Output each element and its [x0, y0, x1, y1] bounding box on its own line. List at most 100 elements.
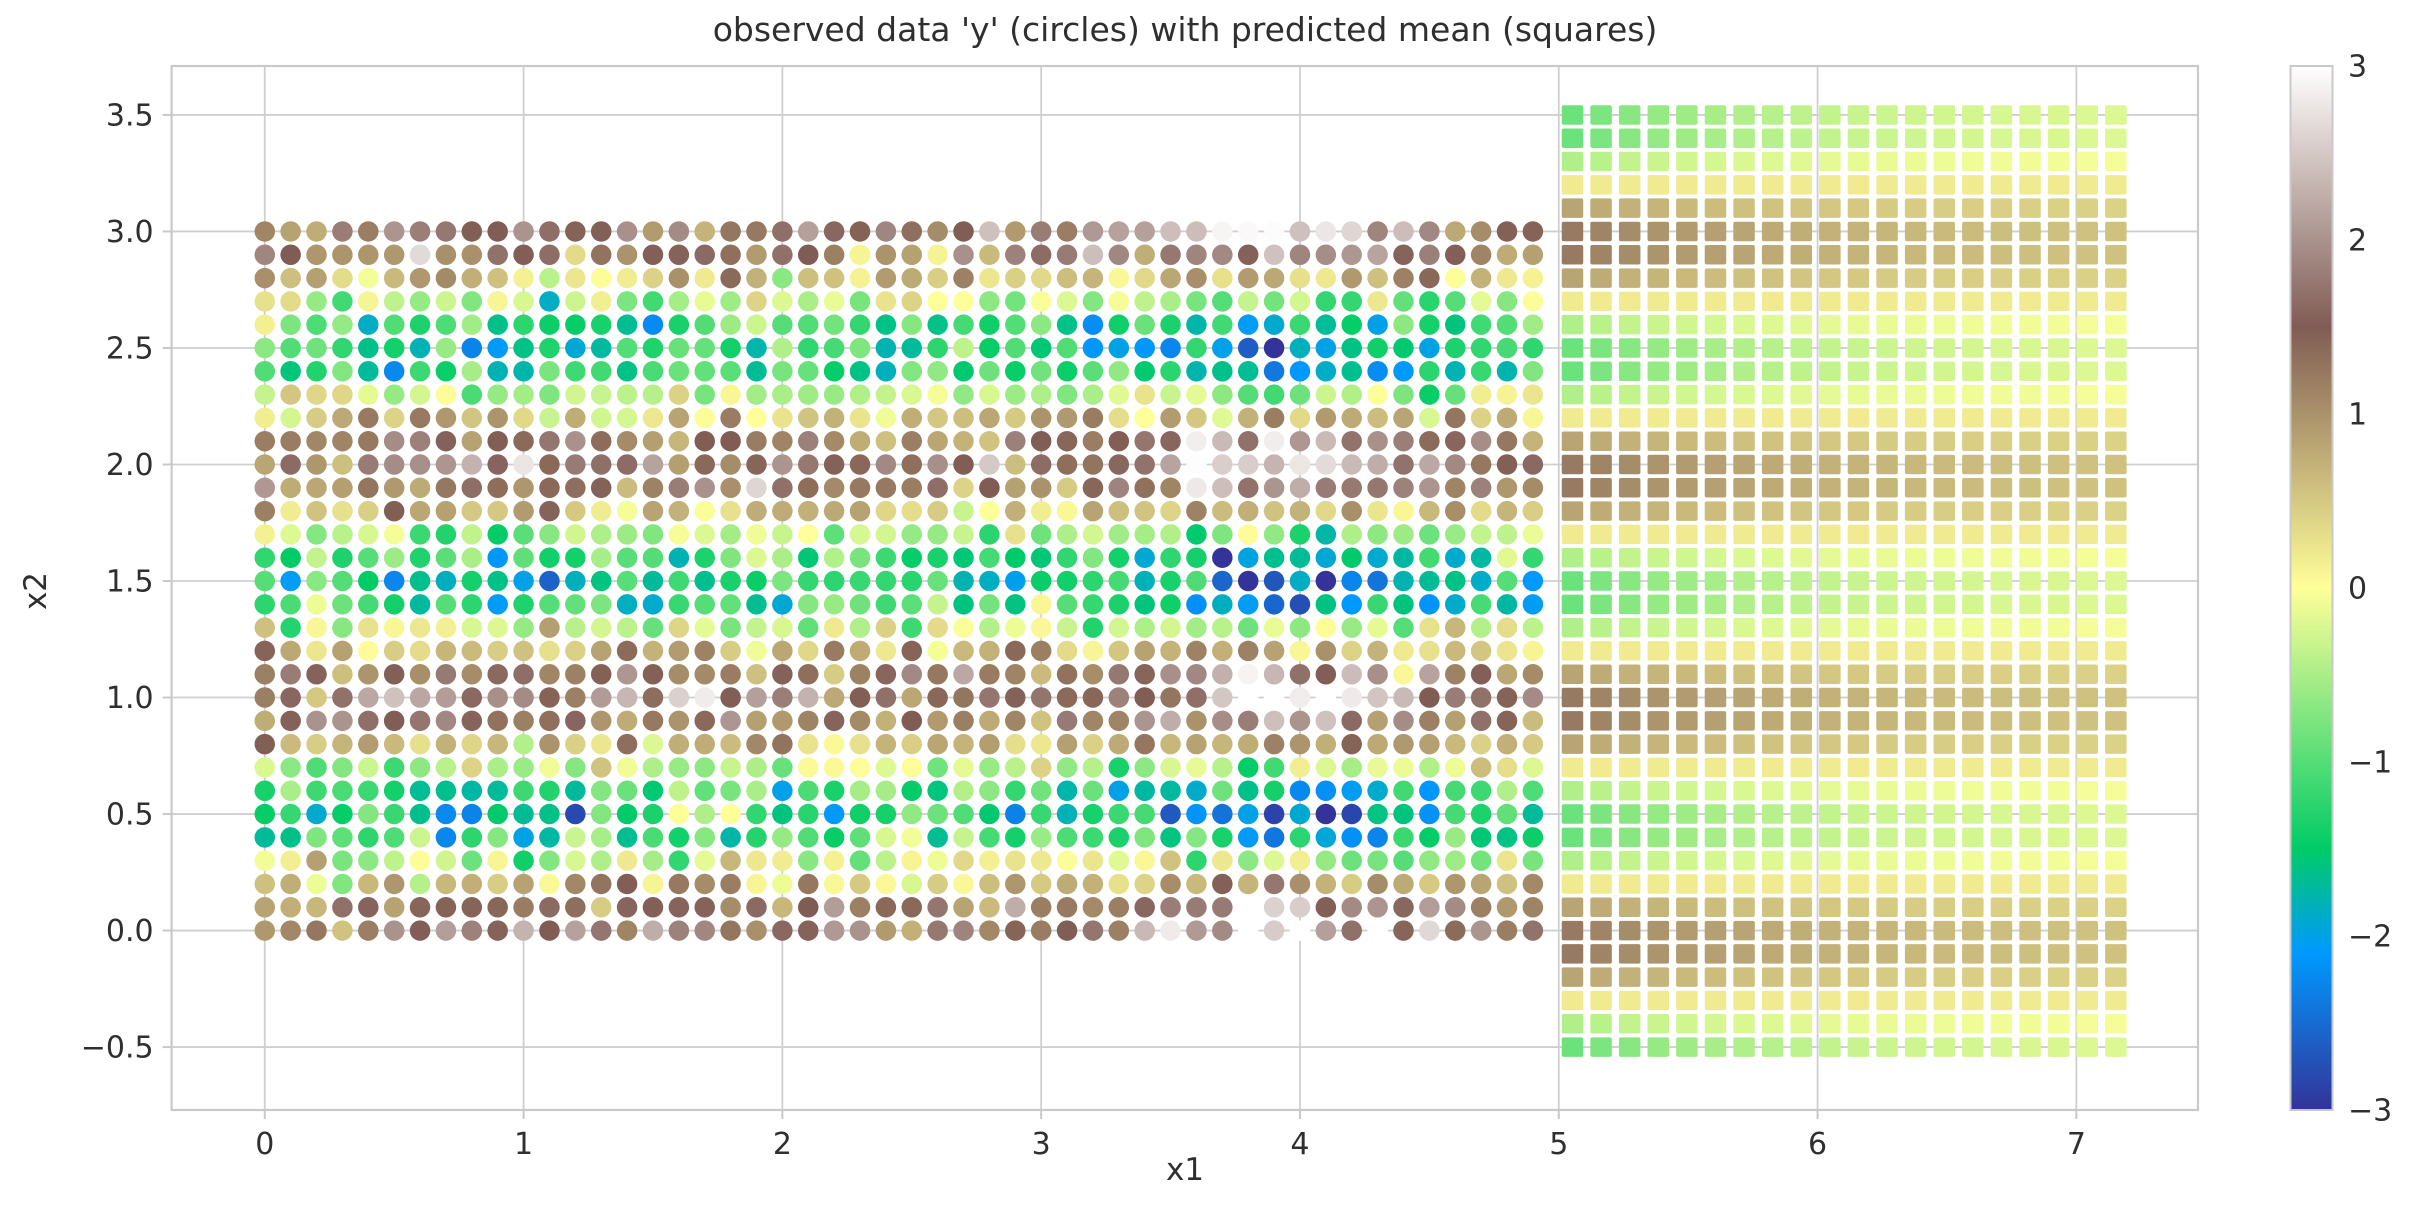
data-point [2076, 151, 2098, 172]
data-point [1676, 547, 1698, 568]
data-point [1790, 151, 1813, 172]
data-point [1647, 897, 1670, 918]
data-point [927, 827, 948, 848]
data-point [565, 617, 586, 638]
data-point [1419, 873, 1440, 895]
data-point [1289, 500, 1311, 522]
data-point [1393, 873, 1414, 895]
data-point [1134, 267, 1155, 289]
data-point [1315, 617, 1337, 638]
data-point [1160, 687, 1181, 708]
data-point [383, 570, 405, 592]
data-point [280, 733, 301, 755]
data-point [280, 570, 301, 592]
data-point [849, 570, 871, 592]
data-point [1237, 477, 1259, 499]
data-point [1315, 500, 1337, 522]
data-point [746, 803, 767, 825]
data-point [487, 477, 508, 499]
data-point [513, 803, 534, 825]
data-point [1647, 571, 1670, 591]
data-point [2019, 454, 2041, 475]
data-point [409, 873, 431, 895]
data-point [1790, 221, 1813, 242]
data-point [1733, 967, 1755, 987]
data-point [1618, 920, 1641, 941]
data-point [280, 547, 301, 568]
data-point [435, 221, 457, 242]
data-point [306, 267, 327, 289]
data-point [1393, 244, 1414, 266]
data-point [1315, 780, 1337, 801]
data-point [1160, 314, 1181, 335]
data-point [513, 500, 534, 522]
data-point [694, 617, 715, 638]
data-point [1647, 920, 1670, 941]
data-point [1876, 897, 1898, 918]
data-point [280, 687, 301, 708]
data-point [927, 687, 948, 708]
data-point [1367, 384, 1388, 405]
data-point [901, 291, 923, 312]
data-point [461, 221, 483, 242]
data-point [1367, 337, 1388, 359]
data-point [1933, 408, 1955, 428]
data-point [1315, 361, 1337, 382]
data-point [1990, 384, 2013, 405]
data-point [254, 594, 276, 615]
data-point [1761, 338, 1784, 358]
data-point [1030, 221, 1052, 242]
data-point [720, 850, 741, 871]
data-point [1030, 897, 1052, 918]
data-point [2105, 687, 2127, 708]
data-point [590, 663, 612, 685]
data-point [1263, 570, 1285, 592]
data-point [616, 524, 638, 545]
data-point [772, 407, 793, 429]
data-point [1005, 757, 1026, 778]
data-point [1933, 431, 1955, 451]
data-point [901, 710, 923, 732]
data-point [513, 687, 534, 708]
data-point [1134, 897, 1155, 918]
data-point [358, 640, 379, 662]
data-point [383, 733, 405, 755]
data-point [1186, 920, 1207, 941]
data-point [2076, 827, 2098, 848]
data-point [1676, 338, 1698, 358]
data-point [979, 640, 1000, 662]
data-point [823, 570, 845, 592]
data-point [1847, 268, 1870, 288]
data-point [849, 827, 871, 848]
data-point [590, 827, 612, 848]
data-point [1618, 314, 1641, 335]
data-point [1590, 944, 1612, 964]
data-point [1819, 384, 1841, 405]
data-point [1186, 547, 1207, 568]
data-point [1876, 967, 1898, 987]
data-point [539, 640, 560, 662]
data-point [1990, 1014, 2013, 1034]
data-point [1590, 524, 1612, 545]
data-point [1704, 617, 1727, 638]
data-point [1933, 105, 1955, 125]
data-point [1056, 803, 1078, 825]
data-point [1819, 245, 1841, 265]
data-point [1904, 478, 1927, 498]
data-point [2019, 1037, 2041, 1057]
data-point [979, 314, 1000, 335]
data-point [487, 500, 508, 522]
data-point [487, 920, 508, 941]
data-point [616, 221, 638, 242]
data-point [539, 267, 560, 289]
data-point [1790, 664, 1813, 684]
data-point [1056, 500, 1078, 522]
data-point [1819, 501, 1841, 521]
data-point [2047, 151, 2070, 172]
data-point [1761, 547, 1784, 568]
data-point [1704, 384, 1727, 405]
data-point [1005, 384, 1026, 405]
data-point [1263, 663, 1285, 685]
chart-title: observed data 'y' (circles) with predict… [712, 10, 1658, 49]
